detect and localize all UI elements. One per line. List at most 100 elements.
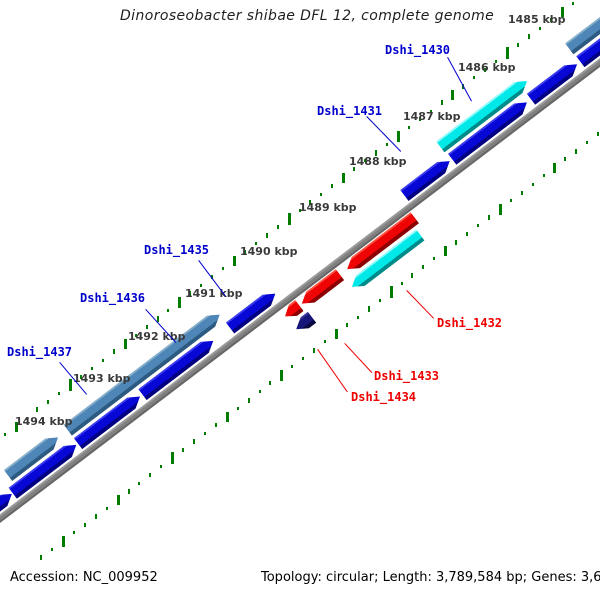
topology-text: Topology: circular; Length: 3,789,584 bp…: [261, 570, 600, 585]
ruler-ticks-upper: [3, 433, 6, 437]
ruler-ticks-upper: [80, 374, 83, 379]
ruler-ticks-lower: [400, 282, 403, 286]
ruler-ticks-lower: [476, 224, 479, 228]
ruler-ticks-upper: [309, 199, 312, 205]
ruler-ticks-upper: [200, 283, 203, 287]
ruler-ticks-upper: [178, 296, 182, 308]
ruler-ticks-lower: [182, 447, 185, 452]
ruler-ticks-lower: [138, 481, 141, 485]
ruler-ticks-lower: [258, 390, 261, 394]
ruler-ticks-lower: [509, 199, 512, 203]
ruler-ticks-lower: [280, 369, 284, 381]
position-label-1494-kbp: 1494 kbp: [15, 415, 73, 428]
ruler-ticks-lower: [345, 323, 348, 328]
ruler-ticks-upper: [495, 59, 498, 63]
ruler-ticks-lower: [61, 535, 65, 547]
position-label-1493-kbp: 1493 kbp: [73, 372, 131, 385]
ruler-ticks-upper: [47, 399, 50, 404]
ruler-ticks-lower: [127, 488, 130, 494]
ruler-ticks-lower: [214, 422, 217, 427]
ruler-ticks-upper: [254, 242, 257, 246]
position-label-1485-kbp: 1485 kbp: [508, 13, 566, 26]
ruler-ticks-lower: [586, 141, 589, 145]
ruler-ticks-upper: [331, 183, 334, 188]
ruler-ticks-upper: [36, 407, 39, 413]
ruler-ticks-upper: [407, 126, 410, 130]
ruler-ticks-upper: [25, 416, 28, 420]
gene-label-Dshi_1430[interactable]: Dshi_1430: [385, 43, 451, 57]
ruler-ticks-lower: [531, 182, 534, 186]
ruler-ticks-lower: [72, 531, 75, 535]
ruler-ticks-lower: [466, 232, 469, 237]
ruler-ticks-lower: [455, 239, 458, 245]
ruler-ticks-lower: [269, 381, 272, 386]
ruler-ticks-lower: [444, 245, 448, 256]
ruler-ticks-upper: [418, 117, 421, 122]
gene-label-Dshi_1432[interactable]: Dshi_1432: [437, 316, 503, 330]
ruler-ticks-upper: [14, 421, 18, 432]
ruler-ticks-upper: [396, 130, 400, 142]
gene-label-Dshi_1434[interactable]: Dshi_1434: [351, 390, 417, 404]
ruler-ticks-upper: [167, 308, 170, 312]
gene-label-Dshi_1431[interactable]: Dshi_1431: [317, 104, 383, 118]
ruler-ticks-lower: [313, 347, 316, 353]
ruler-ticks-upper: [265, 233, 268, 239]
ruler-ticks-upper: [91, 366, 94, 370]
accession-text: Accession: NC_009952: [10, 570, 158, 585]
ruler-ticks-lower: [83, 522, 86, 527]
ruler-ticks-lower: [51, 548, 54, 551]
ruler-ticks-upper: [538, 26, 541, 30]
ruler-ticks-upper: [134, 333, 137, 337]
ruler-ticks-upper: [287, 213, 291, 226]
ruler-ticks-upper: [353, 167, 356, 172]
ruler-ticks-lower: [520, 190, 523, 195]
ruler-ticks-lower: [149, 472, 152, 477]
ruler-ticks-lower: [487, 214, 490, 220]
ruler-ticks-upper: [58, 391, 61, 395]
ruler-ticks-lower: [171, 452, 175, 465]
ruler-ticks-lower: [203, 431, 206, 435]
gene-label-Dshi_1436[interactable]: Dshi_1436: [80, 291, 146, 305]
ruler-ticks-upper: [243, 250, 246, 255]
ruler-ticks-upper: [549, 17, 552, 22]
ruler-ticks-lower: [335, 328, 339, 339]
gene-label-Dshi_1437[interactable]: Dshi_1437: [7, 345, 73, 359]
ruler-ticks-lower: [94, 513, 97, 519]
ruler-ticks-lower: [291, 365, 294, 369]
ruler-ticks-lower: [356, 315, 359, 319]
ruler-ticks-lower: [160, 465, 163, 468]
ruler-ticks-upper: [385, 142, 388, 146]
ruler-ticks-lower: [597, 132, 600, 137]
ruler-ticks-lower: [225, 411, 229, 422]
ruler-ticks-lower: [553, 162, 557, 173]
ruler-ticks-upper: [123, 338, 127, 349]
ruler-ticks-upper: [222, 267, 225, 271]
ruler-ticks-lower: [236, 406, 239, 410]
ruler-ticks-lower: [542, 174, 545, 178]
ruler-ticks-lower: [302, 357, 305, 361]
gene-label-Dshi_1435[interactable]: Dshi_1435: [144, 243, 210, 257]
ruler-ticks-upper: [374, 149, 377, 156]
ruler-ticks-upper: [364, 159, 367, 163]
ruler-ticks-lower: [367, 305, 370, 312]
ruler-ticks-lower: [193, 439, 196, 445]
ruler-ticks-upper: [473, 76, 476, 80]
ruler-ticks-lower: [411, 273, 414, 279]
ruler-ticks-upper: [429, 109, 432, 113]
ruler-ticks-upper: [145, 324, 148, 329]
position-label-1490-kbp: 1490 kbp: [240, 245, 298, 258]
ruler-ticks-upper: [156, 315, 159, 322]
ruler-ticks-upper: [298, 209, 301, 213]
ruler-ticks-upper: [451, 89, 455, 100]
ruler-ticks-lower: [40, 555, 43, 561]
position-label-1487-kbp: 1487 kbp: [403, 110, 461, 123]
gene-label-Dshi_1433[interactable]: Dshi_1433: [374, 369, 440, 383]
ruler-ticks-upper: [342, 172, 346, 183]
position-label-1488-kbp: 1488 kbp: [349, 155, 407, 168]
ruler-ticks-upper: [527, 33, 530, 39]
ruler-ticks-upper: [484, 67, 487, 72]
ruler-ticks-upper: [276, 225, 279, 230]
ruler-ticks-lower: [116, 494, 120, 505]
ruler-ticks-upper: [571, 1, 574, 5]
